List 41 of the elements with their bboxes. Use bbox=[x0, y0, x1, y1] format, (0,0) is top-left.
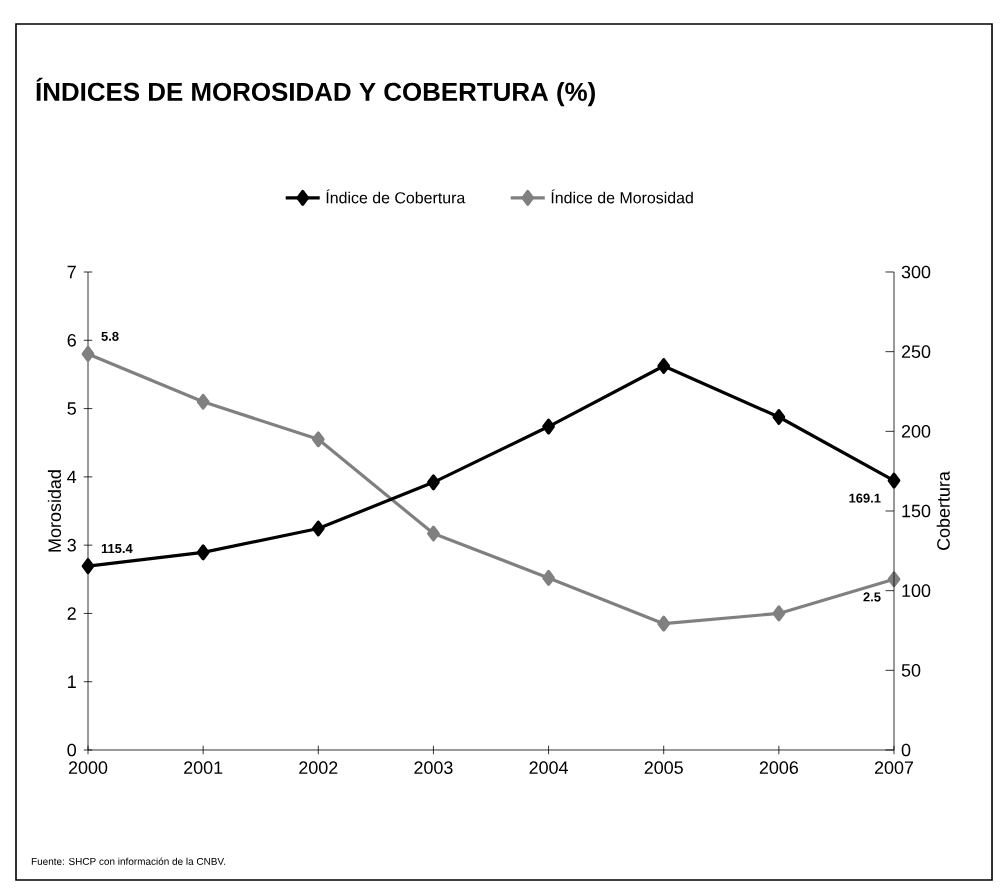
y-axis-title: Morosidad bbox=[47, 470, 62, 552]
y-tick-label: 1 bbox=[68, 675, 76, 688]
point bbox=[657, 615, 671, 632]
y-tick-label: 5 bbox=[67, 402, 76, 415]
y2-tick-label: 150 bbox=[902, 504, 931, 518]
y2-tick-label: 300 bbox=[901, 265, 931, 279]
x-tick-label: 2000 bbox=[68, 761, 108, 774]
point bbox=[657, 358, 671, 374]
x-tick-label: 2005 bbox=[644, 761, 683, 774]
chart-title: ÍNDICES DE MOROSIDAD Y COBERTURA (%) bbox=[36, 77, 595, 107]
x-tick-label: 2002 bbox=[299, 761, 338, 774]
point bbox=[196, 544, 210, 561]
point bbox=[542, 418, 555, 435]
y2-tick-label: 200 bbox=[901, 424, 931, 438]
point bbox=[427, 525, 440, 542]
y-tick-label: 7 bbox=[67, 265, 76, 279]
x-tick-label: 2001 bbox=[184, 761, 223, 774]
point bbox=[542, 569, 555, 586]
point bbox=[887, 472, 901, 489]
y-tick-label: 3 bbox=[67, 538, 76, 552]
x-tick-label: 2003 bbox=[414, 761, 453, 774]
x-tick-label: 2006 bbox=[759, 761, 799, 774]
point bbox=[196, 393, 210, 410]
y-tick-label: 6 bbox=[67, 333, 76, 347]
x-tick-label: 2004 bbox=[529, 761, 568, 774]
y2-tick-label: 100 bbox=[902, 584, 931, 598]
y2-axis-title: Cobertura bbox=[936, 471, 950, 550]
point bbox=[81, 558, 95, 575]
point bbox=[81, 345, 95, 362]
x-tick-label: 2007 bbox=[874, 761, 914, 774]
point bbox=[311, 520, 325, 537]
y-tick-label: 2 bbox=[67, 607, 76, 620]
point bbox=[772, 409, 786, 425]
y2-tick-label: 250 bbox=[901, 345, 931, 359]
point bbox=[772, 605, 786, 622]
point bbox=[427, 474, 440, 491]
y2-tick-label: 0 bbox=[901, 743, 911, 757]
point bbox=[311, 431, 325, 448]
y-tick-label: 4 bbox=[67, 470, 77, 484]
y2-tick-label: 50 bbox=[901, 663, 921, 677]
y-tick-label: 0 bbox=[67, 743, 77, 757]
